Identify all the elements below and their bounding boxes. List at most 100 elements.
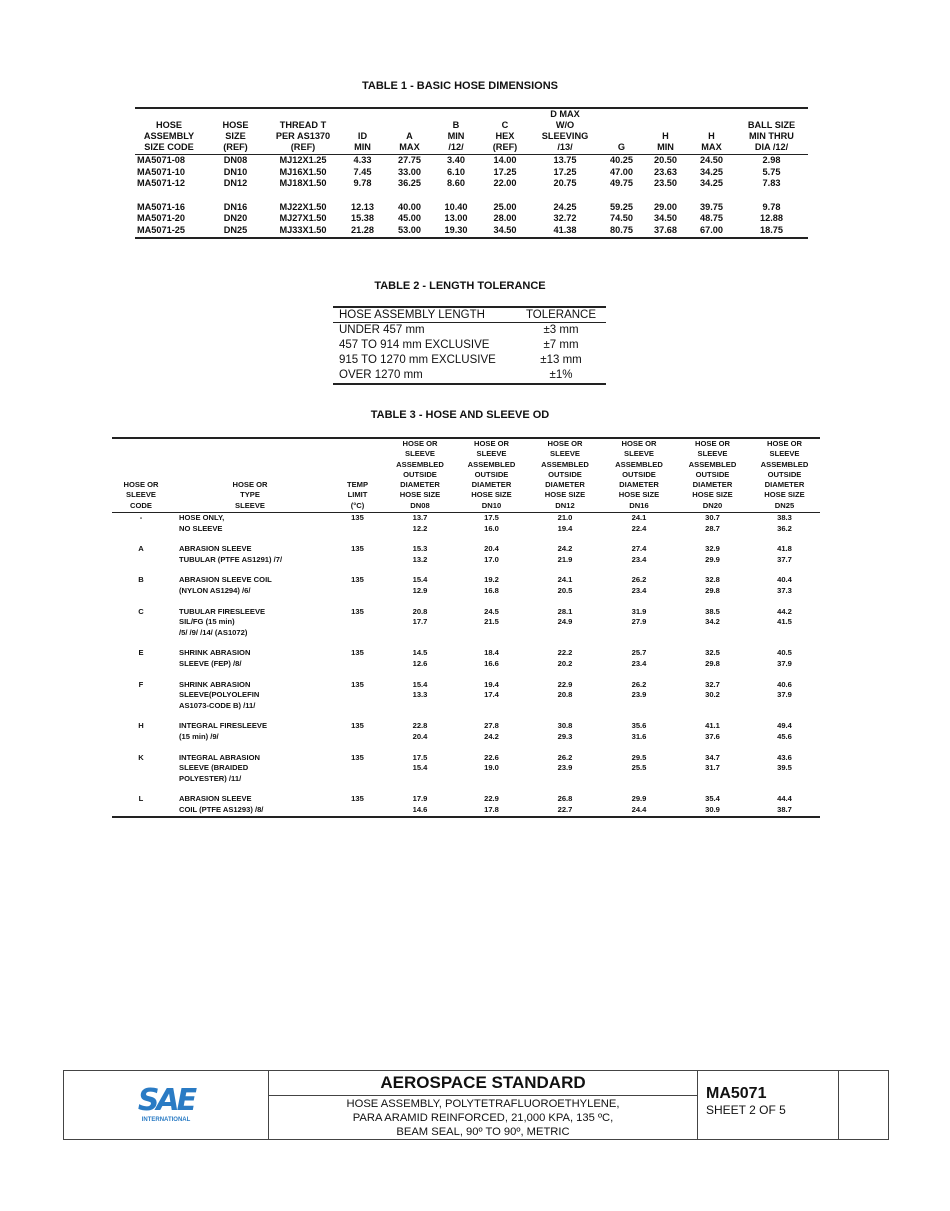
table-cell: 14.00 [493,155,517,165]
sleeve-code: H [138,721,144,731]
table2-title: TABLE 2 - LENGTH TOLERANCE [374,280,546,292]
sleeve-type: SHRINK ABRASION SLEEVE(POLYOLEFIN AS1073… [179,679,260,710]
sleeve-type: ABRASION SLEEVE TUBULAR (PTFE AS1291) /7… [179,544,283,564]
length-cell: 457 TO 914 mm EXCLUSIVE [339,339,490,351]
table-cell: 135 [351,544,364,554]
column-header: HOSE OR SLEEVE ASSEMBLED OUTSIDE DIAMETE… [528,438,602,514]
length-cell: UNDER 457 mm [339,324,425,336]
table-cell: 29.9 24.4 [631,794,647,814]
table-cell: 5.75 [762,166,781,177]
document-number: MA5071 [706,1085,767,1102]
table-cell: 25.7 23.4 [631,648,647,669]
table-cell: 20.8 17.7 [412,606,428,627]
table-cell: 38.5 34.2 [705,606,720,627]
table-cell: 44.4 38.7 [777,794,792,814]
table-cell: 39.75 [700,201,723,212]
table-row: UNDER 457 mm ±3 mm [333,323,606,339]
column-header: HOSE OR SLEEVE CODE [112,438,170,514]
table-cell: 24.1 20.5 [557,575,573,596]
table-cell: 17.5 15.4 [412,752,428,773]
table-cell: 32.8 29.8 [705,575,720,596]
table-cell: MJ27X1.50 [279,213,327,224]
table-row: MA5071-12 DN12 MJ18X1.50 9.78 36.25 8.60 22.00… [135,178,808,190]
sleeve-type: ABRASION SLEEVE COIL (NYLON AS1294) /6/ [179,575,272,596]
table-cell: 19.4 17.4 [484,679,499,700]
table-cell: 40.5 37.9 [777,648,792,669]
sleeve-type: INTEGRAL FIRESLEEVE (15 min) /9/ [179,721,268,741]
sleeve-type: INTEGRAL ABRASION SLEEVE (BRAIDED POLYES… [179,752,261,783]
table-cell: 19.30 [444,224,468,235]
tolerance-cell: ±3 mm [543,324,579,336]
table-cell: 23.50 [654,178,677,189]
table-cell: 135 [351,648,364,658]
table-cell: 32.7 30.2 [705,679,720,700]
column-header: BALL SIZE MIN THRU DIA /12/ [735,108,808,155]
table-cell: MJ16X1.50 [279,166,327,177]
sae-logo-mark: SAE [137,1083,197,1118]
table-cell: 17.9 14.6 [412,794,428,814]
column-header: HOSE OR TYPE SLEEVE [170,438,330,514]
table-cell: 30.8 29.3 [557,721,573,741]
column-header: HOSE OR SLEEVE ASSEMBLED OUTSIDE DIAMETE… [749,438,820,514]
table-cell: 24.25 [553,201,577,212]
table-cell: 29.00 [654,201,677,212]
table-cell: 9.78 [353,178,372,189]
table-cell: MJ18X1.50 [279,178,327,189]
table-cell: MJ22X1.50 [279,201,327,212]
column-header: A MAX [387,108,432,155]
table-cell: MA5071-16 [137,201,186,212]
table-cell: DN12 [223,178,248,189]
sae-logo-subtext: INTERNATIONAL [141,1117,191,1123]
table-cell: 34.50 [654,213,677,224]
table-cell: 47.00 [610,166,633,177]
column-header: HOSE OR SLEEVE ASSEMBLED OUTSIDE DIAMETE… [455,438,528,514]
table-cell: 74.50 [610,213,633,224]
table-cell: 28.00 [493,213,517,224]
table-cell: 26.8 22.7 [557,794,573,814]
table-cell: 45.00 [398,213,421,224]
table-cell: 135 [351,752,364,762]
length-cell: OVER 1270 mm [339,369,423,381]
table-cell: 35.6 31.6 [631,721,647,741]
table-cell: 13.7 12.2 [412,513,428,533]
table-cell: 10.40 [444,201,468,212]
table-row: K INTEGRAL ABRASION SLEEVE (BRAIDED POLYE… [112,753,820,795]
sleeve-code: K [138,752,144,762]
sleeve-code: E [138,648,144,658]
table-cell: 7.45 [353,166,372,177]
table-cell: 20.50 [654,155,677,165]
table-cell: 34.50 [493,224,517,235]
table-cell: 12.88 [760,213,783,224]
table-cell: 22.9 17.8 [484,794,499,814]
table-cell: 135 [351,794,364,804]
column-header: ID MIN [338,108,387,155]
table-cell: 15.3 13.2 [412,544,428,564]
standard-title: AEROSPACE STANDARD [269,1071,697,1096]
table-cell: 27.8 24.2 [484,721,499,741]
table-cell: 15.4 12.9 [412,575,428,596]
table-cell: 27.75 [398,155,421,165]
table-cell: DN08 [223,155,248,165]
table-cell: 40.00 [398,201,421,212]
table-cell: 17.25 [493,166,517,177]
column-header: HOSE ASSEMBLY SIZE CODE [135,108,203,155]
table-cell: 49.4 45.6 [777,721,792,741]
table-cell: 17.25 [553,166,577,177]
table-cell: 21.0 19.4 [557,513,573,533]
table-cell: 67.00 [700,224,723,235]
table-cell: MA5071-10 [137,166,186,177]
table-cell: 135 [351,679,364,689]
table-row: MA5071-08 DN08 MJ12X1.25 4.33 27.75 3.40 14.00… [135,155,808,167]
table-cell: 22.8 20.4 [412,721,428,741]
basic-hose-dimensions-table: HOSE ASSEMBLY SIZE CODE HOSE SIZE (REF) TH… [135,107,808,239]
table-row: - HOSE ONLY, NO SLEEVE 135 13.7 12.2 17.5 16… [112,513,820,545]
table-cell: 135 [351,575,364,585]
column-header: G [600,108,643,155]
table-cell: 32.5 29.8 [705,648,720,669]
table-cell: 34.7 31.7 [705,752,720,773]
table-cell: 32.72 [553,213,577,224]
table-cell: MA5071-20 [137,213,186,224]
table-cell: 22.00 [493,178,517,189]
table-cell: 34.25 [700,178,723,189]
table-cell: 40.25 [610,155,633,165]
